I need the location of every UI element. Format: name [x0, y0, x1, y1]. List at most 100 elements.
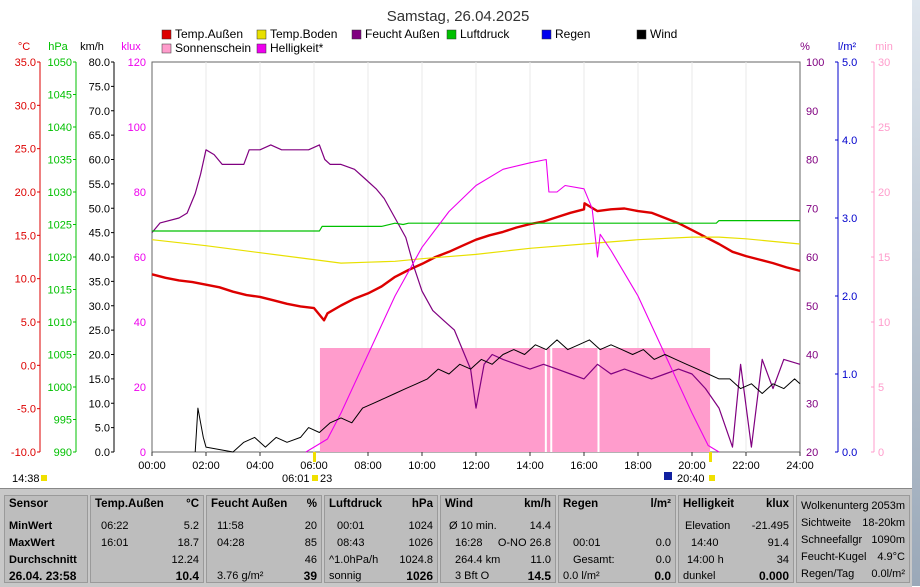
tick-klux: 120 [128, 57, 146, 69]
tick-humidity: 70 [806, 203, 818, 215]
tick-humidity: 80 [806, 155, 818, 167]
wind-distance: 264.4 km [455, 554, 501, 566]
legend-swatch [161, 29, 172, 40]
pressure-min: 1024 [408, 520, 433, 532]
temp-avg: 12.24 [171, 554, 199, 566]
tick-sunmin: 5 [878, 382, 884, 394]
light-max-time: 14:40 [691, 537, 719, 549]
tick-pressure: 1015 [48, 285, 72, 297]
series-line [194, 339, 801, 453]
pressure-weather: sonnig [329, 570, 362, 582]
sunrise-tick [313, 452, 316, 462]
tick-sunmin: 10 [878, 317, 890, 329]
rain-unit: l/m² [650, 498, 671, 510]
time-markers: 14:38 06:01 23 20:40 [12, 452, 715, 485]
tick-temp: 0.0 [21, 360, 36, 372]
x-tick-label: 02:00 [192, 460, 220, 472]
tick-rain: 0.0 [842, 447, 857, 459]
series-line [151, 144, 801, 448]
tick-pressure: 1000 [48, 382, 72, 394]
light-max: 91.4 [767, 537, 789, 549]
legend-label: Regen [555, 27, 590, 41]
row-max-label: MaxWert [9, 537, 55, 549]
tick-temp: 25.0 [15, 144, 36, 156]
tick-temp: -10.0 [11, 447, 36, 459]
legend-label: Temp.Außen [175, 27, 243, 41]
tick-wind: 0.0 [95, 447, 110, 459]
tick-pressure: 990 [54, 447, 72, 459]
light-elev: -21.495 [751, 520, 789, 532]
sunrise-label: 06:01 [282, 473, 310, 485]
wind-max-dir: O-NO 26.8 [497, 537, 551, 549]
sunset-moon-icon [664, 472, 672, 480]
stats-pressure: Luftdruck hPa 00:01 1024 08:43 1026 ^1.0… [324, 495, 438, 583]
tick-wind: 30.0 [89, 301, 110, 313]
tick-temp: 15.0 [15, 230, 36, 242]
sunshine-block [319, 348, 711, 452]
legend-label: Feucht Außen [365, 27, 440, 41]
humidity-abs: 3.76 g/m² [217, 570, 264, 582]
tick-humidity: 30 [806, 398, 818, 410]
tick-temp: 5.0 [21, 317, 36, 329]
tick-pressure: 1050 [48, 57, 72, 69]
sunset-tick [709, 452, 712, 462]
rain-current: 0.0 [654, 569, 671, 583]
chart-title: Samstag, 26.04.2025 [387, 8, 530, 25]
tick-humidity: 20 [806, 447, 818, 459]
series-line [305, 158, 720, 453]
tick-wind: 15.0 [89, 374, 110, 386]
temp-header: Temp.Außen [95, 498, 164, 510]
tick-pressure: 1020 [48, 252, 72, 264]
humidity-current: 39 [303, 569, 317, 583]
stats-light: Helligkeit klux Elevation -21.495 14:40 … [678, 495, 794, 583]
wind-row1-label: Ø 10 min. [449, 520, 497, 532]
pressure-max: 1026 [408, 537, 433, 549]
light-current: 0.000 [758, 569, 789, 583]
extra-value: 1090m [871, 534, 905, 546]
tick-sunmin: 20 [878, 187, 890, 199]
tick-humidity: 90 [806, 106, 818, 118]
sunset-label: 20:40 [677, 473, 705, 485]
sunset-marker [709, 475, 715, 481]
wind-current: 14.5 [527, 569, 551, 583]
tick-temp: 10.0 [15, 274, 36, 286]
window-edge [912, 0, 920, 586]
rain-today: 0.0 l/m² [563, 570, 600, 582]
tick-wind: 75.0 [89, 81, 110, 93]
humidity-min: 20 [304, 520, 317, 532]
pressure-max-time: 08:43 [337, 537, 365, 549]
rain-header: Regen [563, 498, 599, 510]
wind-row1-val: 14.4 [529, 520, 551, 532]
row-min-label: MinWert [9, 520, 53, 532]
x-axis: 00:00 02:00 04:00 06:00 08:00 10:00 12:00 14:00… [138, 452, 814, 472]
tick-pressure: 1005 [48, 350, 72, 362]
sunshine-gap [597, 348, 600, 452]
tick-humidity: 40 [806, 350, 818, 362]
wind-max-time: 16:28 [455, 537, 483, 549]
series-lines [151, 144, 801, 453]
x-tick-label: 08:00 [354, 460, 382, 472]
legend-swatch [256, 29, 267, 40]
extra-value: 2053m [871, 500, 905, 512]
temp-max: 18.7 [177, 537, 199, 549]
tick-pressure: 995 [54, 415, 72, 427]
temp-min-time: 06:22 [101, 520, 129, 532]
tick-temp: 30.0 [15, 100, 36, 112]
tick-temp: 35.0 [15, 57, 36, 69]
pressure-trend: ^1.0hPa/h [329, 554, 379, 566]
tick-rain: 1.0 [842, 369, 857, 381]
extra-label: Regen/Tag [801, 568, 855, 580]
pressure-header: Luftdruck [329, 498, 383, 510]
extra-label: Schneefallgr [801, 534, 863, 546]
rain-row2-time: 00:01 [573, 537, 601, 549]
tick-wind: 35.0 [89, 276, 110, 288]
stats-temp: Temp.Außen °C 06:22 5.2 16:01 18.7 12.24… [90, 495, 204, 583]
tick-rain: 3.0 [842, 213, 857, 225]
extra-value: 18-20km [862, 517, 905, 529]
light-state: dunkel [683, 570, 716, 582]
tick-rain: 2.0 [842, 291, 857, 303]
light-elev-label: Elevation [685, 520, 731, 532]
humidity-avg: 46 [304, 554, 317, 566]
sunshine-gap [550, 348, 553, 452]
legend-label: Luftdruck [460, 27, 510, 41]
